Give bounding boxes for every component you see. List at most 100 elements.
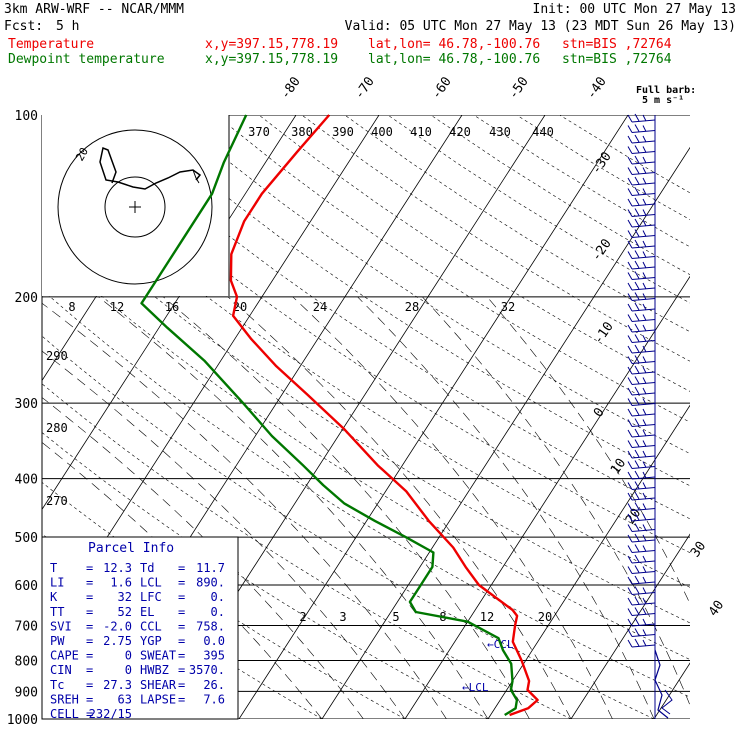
dry-adiabat [42,432,489,719]
wind-barb [627,250,656,259]
parcel-info-cell: SREH [50,692,79,706]
parcel-info-cell: CELL [50,707,79,721]
parcel-info-cell: PW [50,634,65,648]
wind-barb [627,113,656,123]
wind-barb [627,229,656,238]
parcel-info-cell: = [178,663,185,677]
model-title: 3km ARW-WRF -- NCAR/MMM [4,2,185,17]
init-time: Init: 00 UTC Mon 27 May 13 [532,2,737,17]
wind-barb [627,449,656,459]
parcel-info-cell: 890. [196,576,225,590]
wind-barb [627,323,656,333]
barb-legend-line1: Full barb: [636,85,696,96]
theta-label: 380 [291,125,313,139]
wind-barb [627,586,656,595]
dry-adiabat-label: 290 [46,349,68,363]
isotherm [42,115,297,511]
temp-station: stn=BIS ,72764 [562,37,672,52]
hodograph-ring-outer [57,129,213,285]
isotherm-label: -60 [429,74,455,102]
hodo-speed-label: 24 [313,300,327,314]
isotherm-label: -20 [589,236,615,264]
dew-station: stn=BIS ,72764 [562,52,672,67]
mixing-ratio-label: 12 [480,610,494,624]
wind-barb [627,544,656,553]
wind-barb [627,281,656,291]
parcel-info-cell: Tc [50,678,64,692]
wind-barb [627,575,656,585]
wind-barb [627,565,656,574]
parcel-info-cell: = [86,649,93,663]
sounding-traces [140,114,539,717]
dry-adiabat-label: 270 [46,494,68,508]
pressure-tick-label: 1000 [7,713,38,728]
parcel-info-cell: 0 [125,663,132,677]
wind-barb [627,439,656,448]
barb-legend-line2: 5 m s⁻¹ [642,95,684,106]
parcel-info-cell: = [86,678,93,692]
theta-label: 400 [371,125,393,139]
dry-adiabat [516,115,690,220]
wind-barb [627,124,656,133]
parcel-info-cell: = [86,590,93,604]
parcel-info-cell: LCL [140,576,162,590]
dry-adiabat [301,115,690,362]
wind-barb [627,428,656,438]
isotherm [404,275,690,719]
moist-adiabat [42,302,447,719]
parcel-info-cell: CCL [140,619,162,633]
isotherm-label: -30 [589,149,615,177]
parcel-info-cell: 0. [211,605,225,619]
level-annotation-lcl: ←LCL [462,681,489,694]
isotherm-label: -10 [591,319,617,347]
wind-barb [627,355,656,364]
isotherm [570,533,690,719]
parcel-info-cell: = [86,663,93,677]
parcel-info-cell: LFC [140,590,162,604]
parcel-info-cell: = [86,605,93,619]
parcel-info-cell: EL [140,605,154,619]
theta-label: 410 [410,125,432,139]
wind-barb [627,208,656,217]
theta-label: 390 [332,125,354,139]
wind-barb [627,334,656,343]
pressure-tick-label: 300 [15,397,38,412]
parcel-info-cell: = [178,576,185,590]
parcel-info-cell: SWEAT [140,649,176,663]
moist-adiabat [422,296,690,707]
isotherm [238,115,629,719]
parcel-info-cell: 11.7 [196,561,225,575]
wind-barb [627,628,656,637]
hodo-speed-label: 8 [68,300,75,314]
isotherm [653,662,690,719]
parcel-info-cell: 63 [118,692,132,706]
moist-adiabat [227,296,572,719]
hodo-speed-label: 16 [165,300,179,314]
isotherm-label: 40 [706,598,727,619]
theta-label: 420 [449,125,471,139]
parcel-info-cell: -2.0 [103,619,132,633]
wind-barbs-low [654,649,673,719]
isotherm [321,146,690,719]
wind-barb [627,397,656,406]
parcel-info-panel: Parcel Info T = 12.3 Td = 11.7 LI = 1.6 LCL = 890. K… [41,536,239,721]
moist-adiabat [98,296,489,719]
parcel-info-cell: 2.75 [103,634,132,648]
parcel-info-cell: = [178,605,185,619]
wind-barb [627,166,656,175]
isotherm-label: -70 [352,74,378,102]
wind-barb [627,292,656,301]
parcel-info-cell: 32 [118,590,132,604]
wind-barb [627,407,656,417]
hodo-speed-label: 32 [501,300,515,314]
dry-adiabat-label: 280 [46,421,68,435]
pressure-tick-label: 100 [15,109,38,124]
dry-adiabat [258,115,690,392]
dry-adiabat [430,115,690,275]
wind-barb [627,512,656,522]
dew-latlon: lat,lon= 46.78,-100.76 [368,52,541,67]
parcel-info-cell: HWBZ [140,663,169,677]
parcel-info-cell: 3570. [189,663,225,677]
wind-barb [627,376,656,385]
hodograph-inset: 20 [42,115,230,296]
